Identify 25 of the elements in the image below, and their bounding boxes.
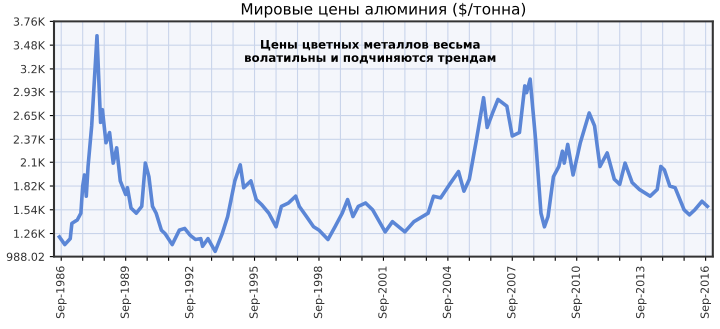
x-tick-label: Sep-2001 bbox=[378, 266, 389, 318]
x-tick-label: Sep-1998 bbox=[314, 266, 324, 318]
x-tick-label: Sep-2004 bbox=[442, 266, 454, 318]
x-tick-label: Sep-1989 bbox=[120, 266, 132, 318]
y-tick-label: 2.65K bbox=[14, 112, 46, 120]
x-tick-label: Sep-2016 bbox=[700, 266, 711, 318]
annotation: Цены цветных металлов весьма волатильны и подчиняются трендам bbox=[245, 40, 496, 64]
x-tick-label: Sep-1986 bbox=[56, 266, 67, 318]
x-tick-label: Sep-1992 bbox=[184, 266, 196, 318]
x-tick-label: Sep-2013 bbox=[636, 266, 647, 318]
y-tick-label: 1.54K bbox=[14, 206, 46, 214]
chart-title: Мировые цены алюминия ($/тонна) bbox=[242, 2, 526, 18]
x-tick-label: Sep-1995 bbox=[249, 266, 260, 318]
y-tick-label: 1.26K bbox=[14, 230, 46, 238]
y-tick-label: 3.48K bbox=[14, 41, 46, 50]
y-tick-label: 3.76K bbox=[14, 17, 46, 26]
y-tick-label: 1.82K bbox=[14, 182, 46, 190]
y-tick-label: 2.93K bbox=[14, 88, 46, 96]
y-tick-label: 2.1K bbox=[20, 158, 46, 166]
y-tick-label: 2.37K bbox=[14, 135, 46, 144]
line-series bbox=[58, 34, 710, 254]
y-tick-label: 988.02 bbox=[6, 252, 44, 261]
y-tick-label: 3.2K bbox=[20, 64, 46, 74]
x-tick-label: Sep-2010 bbox=[572, 266, 582, 318]
x-tick-label: Sep-2007 bbox=[507, 266, 518, 318]
